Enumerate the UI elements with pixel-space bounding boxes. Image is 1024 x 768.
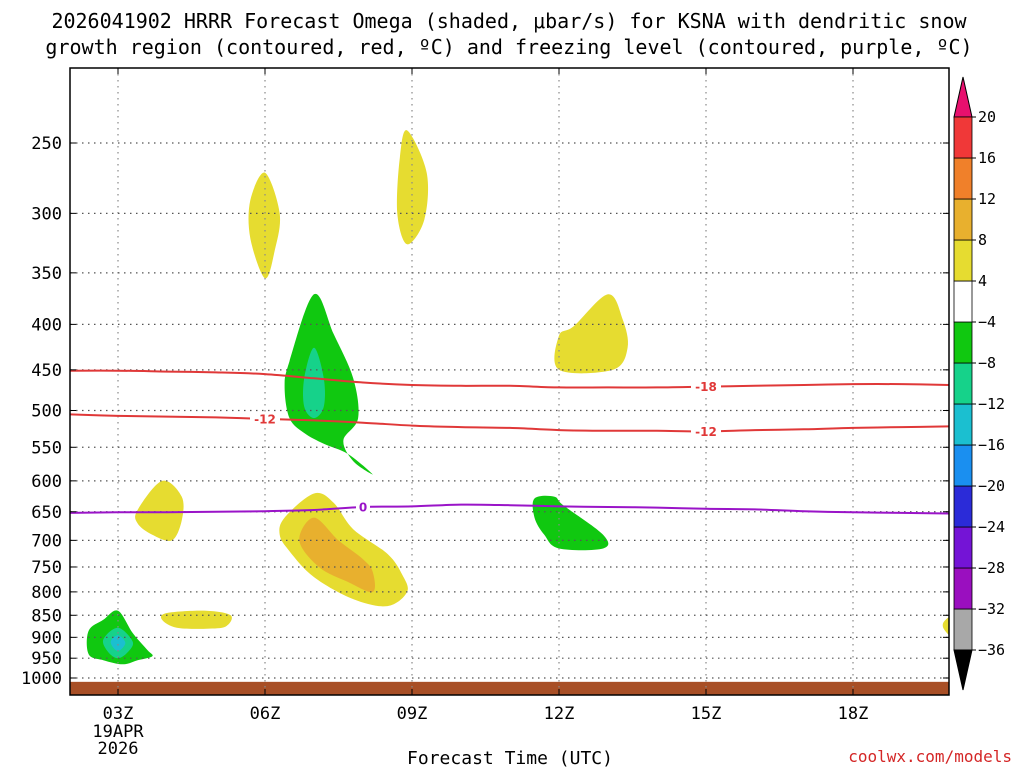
colorbar-label--16: −16 <box>978 436 1005 454</box>
y-tick-label-650: 650 <box>31 503 62 523</box>
x-axis-title: Forecast Time (UTC) <box>407 748 613 768</box>
y-tick-label-500: 500 <box>31 402 62 422</box>
colorbar-swatch-2 <box>953 526 973 569</box>
colorbar-label--8: −8 <box>978 354 996 372</box>
date-label-year: 2026 <box>98 739 139 759</box>
y-tick-label-900: 900 <box>31 628 62 648</box>
colorbar-swatch-12 <box>953 116 973 159</box>
terrain-fill <box>70 681 949 695</box>
y-tick-label-800: 800 <box>31 583 62 603</box>
contour-label-bg-1-0 <box>250 411 280 426</box>
terrain <box>70 681 949 695</box>
omega-region-2 <box>554 294 629 374</box>
colorbar-swatch-3 <box>953 485 973 528</box>
omega-region-7 <box>299 517 376 593</box>
contour-label-bg-0-0 <box>691 379 721 394</box>
contour-label-bg-1-1 <box>691 424 721 439</box>
omega-region-11 <box>303 347 325 419</box>
colorbar-top-triangle <box>953 76 973 118</box>
omega-region-0 <box>248 172 281 279</box>
x-tick-label-12Z: 12Z <box>544 704 575 724</box>
contour-label-bg-2-0 <box>356 499 370 514</box>
x-tick-label-06Z: 06Z <box>250 704 281 724</box>
omega-region-13 <box>110 635 126 652</box>
y-tick-label-550: 550 <box>31 438 62 458</box>
colorbar-bottom-triangle <box>953 649 973 691</box>
axes: 2503003504004505005506006507007508008509… <box>21 68 949 759</box>
y-tick-label-450: 450 <box>31 361 62 381</box>
x-tick-label-09Z: 09Z <box>397 704 428 724</box>
y-tick-label-400: 400 <box>31 315 62 335</box>
colorbar-label--20: −20 <box>978 477 1005 495</box>
credit-text: coolwx.com/models <box>848 747 1012 766</box>
colorbar-label-16: 16 <box>978 149 996 167</box>
y-tick-label-750: 750 <box>31 558 62 578</box>
contour-line-2 <box>70 503 949 515</box>
colorbar-swatch-5 <box>953 403 973 446</box>
colorbar-label--32: −32 <box>978 600 1005 618</box>
colorbar-swatch-1 <box>953 567 973 610</box>
chart-title-line2: growth region (contoured, red, ºC) and f… <box>45 35 972 59</box>
colorbar-label--4: −4 <box>978 313 996 331</box>
colorbar-swatch-0 <box>953 608 973 651</box>
colorbar-label--28: −28 <box>978 559 1005 577</box>
y-tick-label-300: 300 <box>31 204 62 224</box>
colorbar-swatch-6 <box>953 362 973 405</box>
y-tick-label-350: 350 <box>31 264 62 284</box>
colorbar-swatch-7 <box>953 321 973 364</box>
colorbar-swatch-4 <box>953 444 973 487</box>
colorbar-swatch-9 <box>953 239 973 282</box>
contour-label-1-1: -12 <box>695 425 717 439</box>
omega-region-9 <box>532 495 609 551</box>
colorbar-label-12: 12 <box>978 190 996 208</box>
contours: -18 -12 -12 0 <box>70 369 949 515</box>
colorbar: −36 −32 −28 −24 −20 −16 −12 −8 −4 4 8 12 16 20 <box>953 76 1005 691</box>
omega-region-5 <box>161 610 232 629</box>
y-tick-label-850: 850 <box>31 606 62 626</box>
colorbar-swatch-8 <box>953 280 973 323</box>
plot-frame <box>69 67 950 696</box>
colorbar-label-8: 8 <box>978 231 987 249</box>
colorbar-swatch-11 <box>953 157 973 200</box>
colorbar-swatch-10 <box>953 198 973 241</box>
y-tick-label-600: 600 <box>31 472 62 492</box>
y-tick-label-700: 700 <box>31 531 62 551</box>
colorbar-label--36: −36 <box>978 641 1005 659</box>
y-tick-label-250: 250 <box>31 134 62 154</box>
omega-region-6 <box>942 617 949 635</box>
contour-label-0-0: -18 <box>695 380 717 394</box>
omega-region-3 <box>135 480 184 541</box>
x-tick-label-18Z: 18Z <box>838 704 869 724</box>
colorbar-label--12: −12 <box>978 395 1005 413</box>
grid <box>70 68 949 695</box>
contour-label-2-0: 0 <box>359 500 367 514</box>
x-tick-label-03Z: 03Z <box>103 704 134 724</box>
y-tick-label-950: 950 <box>31 649 62 669</box>
chart-title-line1: 2026041902 HRRR Forecast Omega (shaded, … <box>51 9 967 33</box>
x-tick-label-15Z: 15Z <box>691 704 722 724</box>
date-label-day: 19APR <box>92 722 144 742</box>
colorbar-label-4: 4 <box>978 272 987 290</box>
contour-label-1-0: -12 <box>254 412 276 426</box>
contour-line-0 <box>70 369 949 389</box>
y-tick-label-1000: 1000 <box>21 669 62 689</box>
colorbar-label--24: −24 <box>978 518 1005 536</box>
colorbar-label-20: 20 <box>978 108 996 126</box>
omega-shading <box>86 130 949 665</box>
omega-region-1 <box>396 130 429 245</box>
contour-line-1 <box>70 413 949 433</box>
omega-region-8 <box>284 293 373 475</box>
